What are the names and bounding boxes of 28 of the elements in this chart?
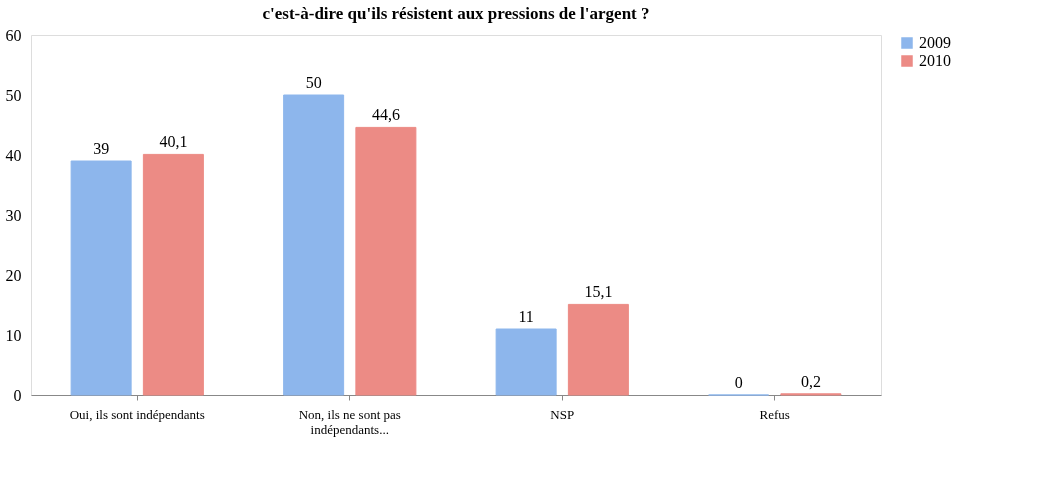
x-tick-label: NSP — [550, 406, 575, 422]
y-tick-label: 30 — [5, 206, 22, 224]
data-label: 44,6 — [371, 106, 400, 124]
y-tick-label: 50 — [5, 86, 22, 104]
x-tick-label: Refus — [759, 406, 790, 422]
bar — [70, 160, 132, 396]
data-label: 40,1 — [159, 133, 188, 151]
data-label: 50 — [305, 74, 322, 91]
data-label: 0,2 — [800, 372, 821, 390]
legend-label: 2010 — [919, 52, 951, 69]
data-label: 0 — [734, 374, 743, 391]
y-tick-label: 40 — [5, 146, 22, 164]
x-tick-label: Non, ils ne sont pas indépendants... — [298, 406, 401, 437]
y-tick-label: 0 — [13, 386, 22, 404]
data-label: 15,1 — [584, 283, 613, 301]
bar — [495, 328, 557, 396]
chart-title: c'est-à-dire qu'ils résistent aux pressions de l'argent ? — [262, 4, 650, 23]
bar — [567, 303, 629, 396]
bar — [355, 126, 417, 396]
data-label: 11 — [518, 308, 534, 325]
data-label: 39 — [93, 140, 110, 157]
x-tick-label: Oui, ils sont indépendants — [69, 406, 205, 422]
y-tick-label: 10 — [5, 326, 22, 344]
bar — [283, 94, 345, 396]
y-tick-label: 20 — [5, 266, 22, 284]
y-tick-label: 60 — [5, 26, 22, 44]
bar — [142, 153, 204, 396]
legend-label: 2009 — [919, 34, 951, 51]
